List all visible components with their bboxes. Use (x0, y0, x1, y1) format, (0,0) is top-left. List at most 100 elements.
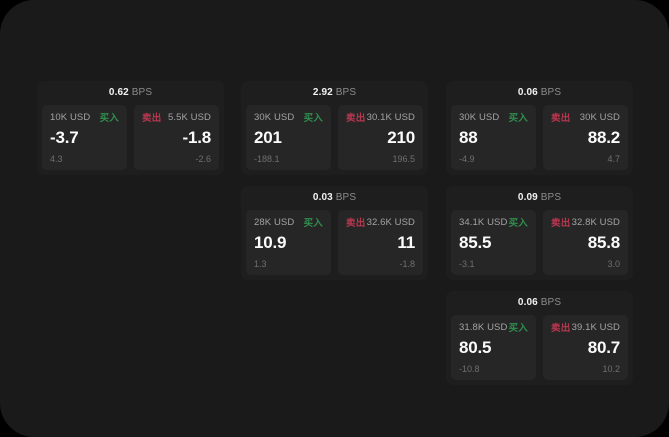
sell-panel-header: 卖出 39.1K USD (551, 321, 620, 335)
card-panels: 30K USD 买入 88 -4.9 卖出 30K USD 88.2 4.7 (451, 105, 628, 170)
sell-delta: 4.7 (607, 154, 620, 164)
sell-panel-header: 卖出 30.1K USD (346, 111, 415, 125)
buy-panel-header: 28K USD 买入 (254, 216, 323, 230)
bps-unit-label: BPS (131, 87, 153, 98)
card-bps-header: 0.09 BPS (446, 186, 633, 210)
sell-side-label: 卖出 (551, 218, 571, 229)
buy-delta: -10.8 (459, 364, 480, 374)
quote-card[interactable]: 2.92 BPS 30K USD 买入 201 -188.1 卖出 30.1K USD 210 1… (241, 81, 428, 175)
quote-card-grid: 0.62 BPS 10K USD 买入 -3.7 4.3 卖出 5.5K USD -1.8 -2.… (37, 81, 634, 385)
sell-size-label: 30K USD (579, 111, 620, 123)
sell-panel[interactable]: 卖出 30.1K USD 210 196.5 (338, 105, 423, 170)
buy-price: -3.7 (50, 128, 79, 147)
sell-size-label: 32.8K USD (571, 216, 620, 228)
sell-panel[interactable]: 卖出 32.8K USD 85.8 3.0 (543, 210, 628, 275)
sell-panel[interactable]: 卖出 39.1K USD 80.7 10.2 (543, 315, 628, 380)
sell-size-label: 32.6K USD (366, 216, 415, 228)
buy-panel-header: 34.1K USD 买入 (459, 216, 528, 230)
bps-unit-label: BPS (335, 192, 357, 203)
buy-side-label: 买入 (508, 323, 528, 334)
sell-price: 88.2 (587, 128, 620, 147)
buy-panel[interactable]: 28K USD 买入 10.9 1.3 (246, 210, 331, 275)
buy-side-label: 买入 (508, 218, 528, 229)
buy-size-label: 34.1K USD (459, 216, 508, 228)
bps-unit-label: BPS (540, 87, 562, 98)
card-panels: 31.8K USD 买入 80.5 -10.8 卖出 39.1K USD 80.7 10.2 (451, 315, 628, 380)
buy-panel-header: 30K USD 买入 (459, 111, 528, 125)
sell-price: 210 (387, 128, 415, 147)
buy-delta: 1.3 (254, 259, 267, 269)
sell-panel-header: 卖出 30K USD (551, 111, 620, 125)
sell-size-label: 30.1K USD (366, 111, 415, 123)
buy-delta: -188.1 (254, 154, 280, 164)
buy-size-label: 30K USD (459, 111, 500, 123)
buy-panel[interactable]: 30K USD 买入 88 -4.9 (451, 105, 536, 170)
bps-value: 2.92 (312, 87, 333, 98)
card-bps-header: 2.92 BPS (241, 81, 428, 105)
sell-size-label: 5.5K USD (167, 111, 211, 123)
bps-value: 0.62 (108, 87, 129, 98)
quote-card[interactable]: 0.06 BPS 30K USD 买入 88 -4.9 卖出 30K USD 88.2 4.7 (446, 81, 633, 175)
card-bps-header: 0.03 BPS (241, 186, 428, 210)
buy-price: 85.5 (459, 233, 492, 252)
sell-size-label: 39.1K USD (571, 321, 620, 333)
sell-delta: -2.6 (195, 154, 211, 164)
buy-price: 201 (254, 128, 282, 147)
buy-side-label: 买入 (508, 113, 528, 124)
quote-card[interactable]: 0.62 BPS 10K USD 买入 -3.7 4.3 卖出 5.5K USD -1.8 -2.… (37, 81, 224, 175)
buy-panel-header: 30K USD 买入 (254, 111, 323, 125)
bps-value: 0.06 (517, 87, 538, 98)
buy-size-label: 30K USD (254, 111, 295, 123)
sell-delta: -1.8 (399, 259, 415, 269)
sell-panel-header: 卖出 32.8K USD (551, 216, 620, 230)
buy-size-label: 28K USD (254, 216, 295, 228)
buy-price: 80.5 (459, 338, 492, 357)
card-panels: 10K USD 买入 -3.7 4.3 卖出 5.5K USD -1.8 -2.6 (42, 105, 219, 170)
sell-side-label: 卖出 (346, 113, 366, 124)
quote-card[interactable]: 0.03 BPS 28K USD 买入 10.9 1.3 卖出 32.6K USD 11 -1.8 (241, 186, 428, 280)
card-bps-header: 0.06 BPS (446, 291, 633, 315)
bps-unit-label: BPS (540, 192, 562, 203)
buy-delta: -4.9 (459, 154, 475, 164)
sell-price: 80.7 (587, 338, 620, 357)
buy-panel-header: 31.8K USD 买入 (459, 321, 528, 335)
sell-side-label: 卖出 (142, 113, 162, 124)
sell-panel[interactable]: 卖出 32.6K USD 11 -1.8 (338, 210, 423, 275)
sell-side-label: 卖出 (551, 323, 571, 334)
buy-price: 88 (459, 128, 478, 147)
sell-side-label: 卖出 (346, 218, 366, 229)
bps-unit-label: BPS (335, 87, 357, 98)
sell-side-label: 卖出 (551, 113, 571, 124)
sell-delta: 3.0 (607, 259, 620, 269)
buy-side-label: 买入 (303, 218, 323, 229)
buy-price: 10.9 (254, 233, 287, 252)
bps-unit-label: BPS (540, 297, 562, 308)
sell-panel[interactable]: 卖出 30K USD 88.2 4.7 (543, 105, 628, 170)
sell-panel-header: 卖出 5.5K USD (142, 111, 211, 125)
sell-price: 11 (397, 233, 415, 252)
sell-panel[interactable]: 卖出 5.5K USD -1.8 -2.6 (134, 105, 219, 170)
buy-size-label: 10K USD (50, 111, 91, 123)
buy-panel[interactable]: 30K USD 买入 201 -188.1 (246, 105, 331, 170)
sell-delta: 10.2 (602, 364, 620, 374)
buy-delta: -3.1 (459, 259, 475, 269)
card-panels: 34.1K USD 买入 85.5 -3.1 卖出 32.8K USD 85.8 3.0 (451, 210, 628, 275)
bps-value: 0.09 (517, 192, 538, 203)
buy-size-label: 31.8K USD (459, 321, 508, 333)
buy-panel-header: 10K USD 买入 (50, 111, 119, 125)
card-bps-header: 0.06 BPS (446, 81, 633, 105)
bps-value: 0.03 (312, 192, 333, 203)
buy-panel[interactable]: 31.8K USD 买入 80.5 -10.8 (451, 315, 536, 380)
sell-panel-header: 卖出 32.6K USD (346, 216, 415, 230)
buy-panel[interactable]: 10K USD 买入 -3.7 4.3 (42, 105, 127, 170)
buy-panel[interactable]: 34.1K USD 买入 85.5 -3.1 (451, 210, 536, 275)
sell-price: 85.8 (587, 233, 620, 252)
bps-value: 0.06 (517, 297, 538, 308)
card-panels: 30K USD 买入 201 -188.1 卖出 30.1K USD 210 196.5 (246, 105, 423, 170)
card-panels: 28K USD 买入 10.9 1.3 卖出 32.6K USD 11 -1.8 (246, 210, 423, 275)
quote-card[interactable]: 0.06 BPS 31.8K USD 买入 80.5 -10.8 卖出 39.1K USD 80… (446, 291, 633, 385)
sell-price: -1.8 (182, 128, 212, 147)
quote-card[interactable]: 0.09 BPS 34.1K USD 买入 85.5 -3.1 卖出 32.8K USD 85.… (446, 186, 633, 280)
card-bps-header: 0.62 BPS (37, 81, 224, 105)
